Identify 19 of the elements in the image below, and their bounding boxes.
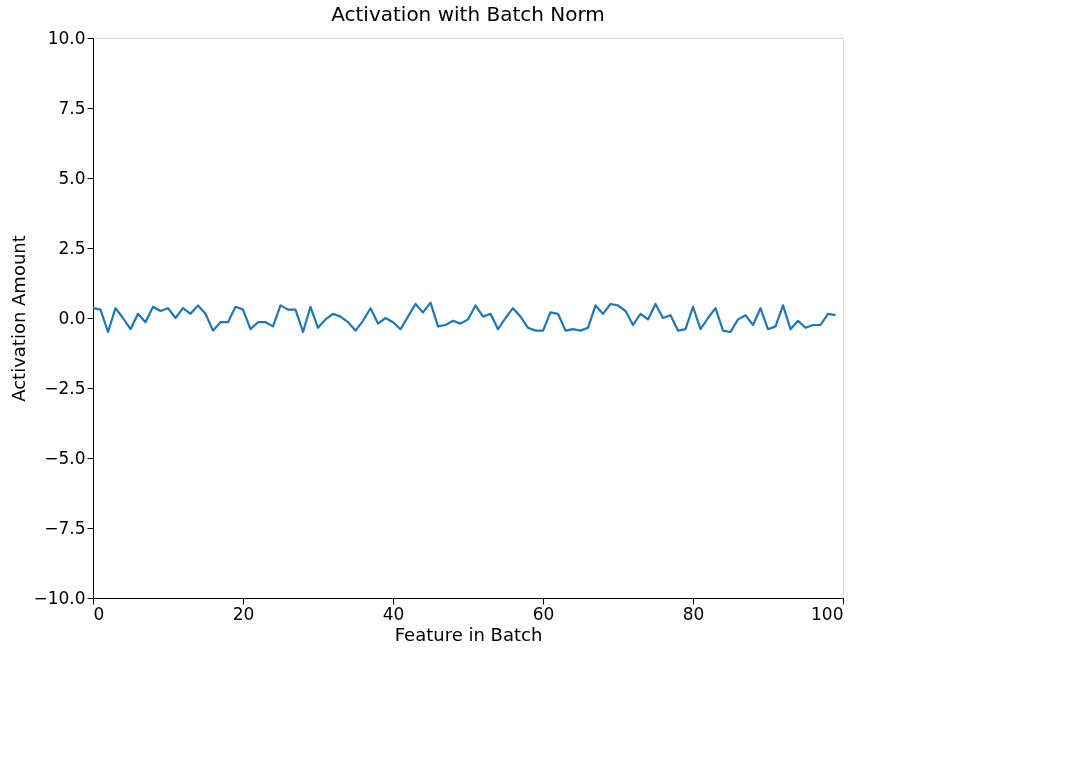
x-tick-label: 20 (232, 603, 255, 624)
x-axis-title: Feature in Batch (394, 623, 543, 645)
x-tick-label: 60 (532, 603, 555, 624)
chart-title: Activation with Batch Norm (331, 2, 605, 26)
x-tick-label: 80 (682, 603, 705, 624)
y-tick-label: −2.5 (44, 377, 86, 398)
y-tick-label: 7.5 (58, 97, 86, 118)
y-tick-label: 2.5 (58, 237, 86, 258)
y-tick-label: −10.0 (33, 587, 86, 608)
y-tick-label: 10.0 (47, 27, 86, 48)
y-tick-label: 5.0 (58, 167, 86, 188)
line-series (91, 301, 837, 334)
y-axis-title: Activation Amount (8, 235, 30, 402)
x-tick-label: 40 (382, 603, 405, 624)
y-tick-label: 0.0 (58, 307, 86, 328)
y-tick-label: −5.0 (44, 447, 86, 468)
x-tick-label: 100 (811, 603, 844, 624)
x-tick-label: 0 (93, 603, 105, 624)
y-tick-label: −7.5 (44, 517, 86, 538)
